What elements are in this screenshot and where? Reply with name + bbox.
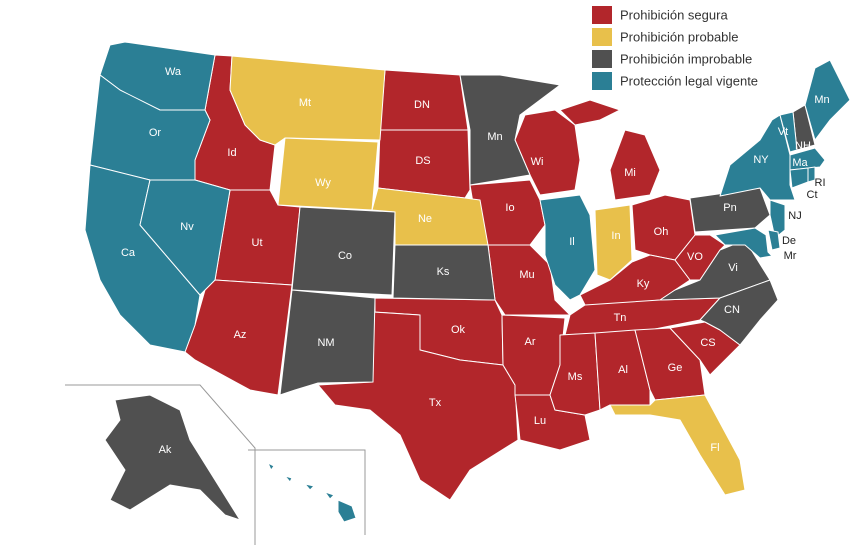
state-label: Ge	[668, 362, 683, 374]
state	[277, 137, 379, 211]
state	[719, 114, 796, 201]
state	[184, 279, 293, 396]
state-label: NM	[317, 337, 334, 349]
state	[559, 99, 661, 201]
state	[674, 234, 726, 281]
state	[769, 199, 786, 239]
legend-swatch	[592, 72, 612, 90]
state	[767, 229, 781, 251]
state-label: Ok	[451, 324, 466, 336]
legend-label: Prohibición probable	[620, 29, 739, 44]
state-label: Wy	[315, 177, 331, 189]
state-label: De	[782, 235, 796, 247]
state-label: Al	[618, 364, 628, 376]
inset-frames	[65, 384, 366, 545]
alaska-frame	[65, 384, 256, 545]
state-label: Wi	[531, 156, 544, 168]
hawaii-frame	[248, 449, 366, 535]
state-label: DN	[414, 99, 430, 111]
state-label: In	[611, 230, 620, 242]
state	[104, 394, 241, 521]
state-label: Vt	[778, 126, 788, 138]
state-labels: Id Ut Az DN DS Io Mu Ok Tx Ar Lu Wi Mi Oh Ky Tn Ms Al Ge CS…	[121, 66, 830, 499]
state	[804, 59, 851, 141]
legend-swatch	[592, 28, 612, 46]
state-label: NY	[753, 154, 769, 166]
state-label: Tn	[614, 312, 627, 324]
state-label: Ct	[807, 189, 818, 201]
state	[594, 204, 633, 281]
state-label: Mt	[299, 97, 311, 109]
state-label: DS	[415, 155, 430, 167]
state-label: Hw	[295, 487, 311, 499]
state	[779, 111, 798, 153]
state	[139, 179, 231, 296]
state	[659, 239, 771, 301]
state-label: VO	[687, 251, 703, 263]
state	[609, 394, 746, 496]
state-label: Vi	[728, 262, 738, 274]
state	[789, 147, 826, 171]
legend-label: Prohibición segura	[620, 7, 728, 22]
state	[539, 194, 596, 301]
state-label: Ar	[525, 336, 536, 348]
state-label: Ms	[568, 371, 583, 383]
state-label: Mu	[519, 269, 534, 281]
state	[267, 462, 357, 523]
state-label: Ky	[637, 278, 650, 290]
state-label: Nv	[180, 221, 194, 233]
state-label: CS	[700, 337, 715, 349]
state-label: Oh	[654, 226, 669, 238]
state-label: Co	[338, 250, 352, 262]
state-label: Pn	[723, 202, 736, 214]
state-label: Mn	[814, 94, 829, 106]
state-label: CN	[724, 304, 740, 316]
legend-swatch	[592, 50, 612, 68]
state-label: Ca	[121, 247, 136, 259]
state-label: Ne	[418, 213, 432, 225]
legend: Prohibición segura Prohibición probable Pr…	[592, 6, 758, 90]
state	[807, 166, 816, 183]
state-label: Mi	[624, 167, 636, 179]
state	[291, 206, 396, 296]
state	[317, 311, 519, 501]
state	[377, 129, 471, 199]
state-label: Mr	[784, 250, 797, 262]
state-label: Il	[569, 236, 575, 248]
state	[459, 74, 561, 186]
state-label: Wa	[165, 66, 182, 78]
legend-label: Protección legal vigente	[620, 73, 758, 88]
state-label: Fl	[710, 442, 719, 454]
state-label: Mn	[487, 131, 502, 143]
state	[699, 279, 779, 346]
state	[789, 167, 809, 189]
state-label: Io	[505, 202, 514, 214]
legend-label: Prohibición improbable	[620, 51, 752, 66]
state	[392, 244, 496, 301]
state-label: Tx	[429, 397, 442, 409]
legend-swatch	[592, 6, 612, 24]
state-label: Lu	[534, 415, 546, 427]
state-label: Ma	[792, 157, 808, 169]
states	[84, 41, 851, 523]
state	[279, 289, 376, 396]
state-label: Id	[227, 147, 236, 159]
state-label: Az	[234, 329, 247, 341]
state	[89, 74, 211, 181]
state-label: Ut	[252, 237, 263, 249]
state-label: Or	[149, 127, 162, 139]
state-label: NH	[795, 140, 811, 152]
state-label: RI	[815, 177, 826, 189]
state	[714, 227, 773, 259]
state-label: Ks	[437, 266, 450, 278]
state-label: Ak	[159, 444, 172, 456]
state-label: NJ	[788, 210, 801, 222]
state	[229, 55, 386, 146]
